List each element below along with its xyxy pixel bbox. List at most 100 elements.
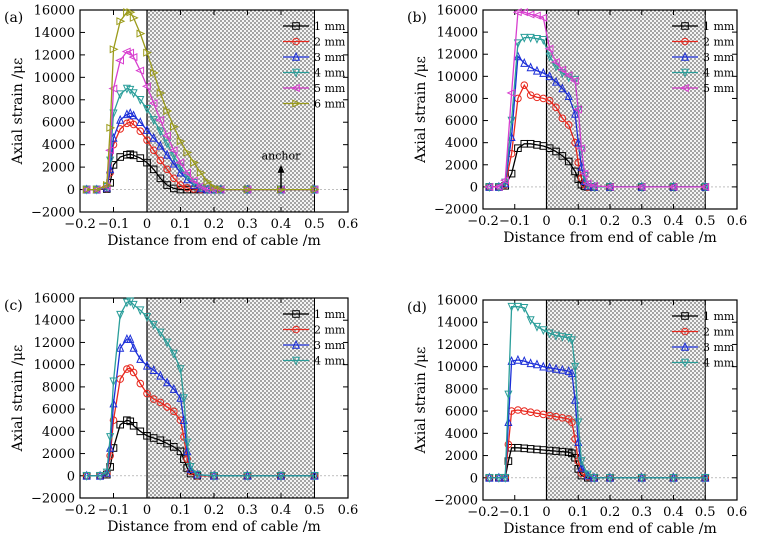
data-point (163, 377, 172, 387)
shaded-region (546, 10, 706, 209)
data-point (493, 182, 503, 191)
data-point (514, 144, 522, 152)
data-point (143, 389, 151, 398)
y-tick-label: 8000 (42, 93, 75, 108)
data-point (526, 62, 535, 72)
data-point (156, 140, 165, 150)
data-point (539, 67, 548, 77)
data-point (545, 52, 554, 62)
x-tick-label: 0 (143, 217, 151, 232)
series-line (86, 300, 315, 477)
data-point (149, 165, 158, 174)
data-point (570, 108, 580, 118)
x-tick-label: 0 (542, 214, 550, 229)
y-tick-label: 16000 (34, 4, 75, 19)
x-axis-label: Distance from end of cable /m (503, 521, 717, 537)
chart-panel-3: −0.2 −0.1 0 0.1 0.2 0.3 0.4 0.5 0.6 −2000 0 2000 400… (4, 292, 358, 536)
y-tick-label: 14000 (437, 316, 478, 331)
x-tick-label: 0.3 (631, 214, 652, 229)
data-point (126, 334, 135, 343)
data-point (504, 457, 513, 465)
data-point (501, 473, 510, 483)
data-point (179, 394, 188, 404)
data-point (129, 300, 138, 310)
data-point (564, 91, 573, 101)
y-tick-label: −2000 (31, 206, 75, 221)
data-point (136, 29, 146, 38)
x-tick-label: 0.5 (304, 503, 325, 518)
data-point (701, 473, 710, 483)
x-tick-label: 0.4 (663, 505, 684, 520)
data-point (538, 13, 548, 22)
x-tick-label: 0.6 (727, 505, 748, 520)
data-point (129, 120, 138, 129)
data-point (142, 313, 152, 322)
legend-marker (292, 310, 300, 318)
data-point (552, 103, 560, 112)
data-point (109, 416, 118, 425)
data-point (136, 117, 145, 127)
data-point (209, 471, 219, 481)
data-point (577, 462, 586, 472)
data-point (525, 10, 535, 19)
data-point (183, 148, 193, 157)
data-point (125, 48, 135, 57)
data-point (574, 418, 583, 428)
data-point (550, 57, 560, 67)
y-tick-label: 0 (470, 471, 478, 486)
data-point (193, 470, 202, 480)
data-point (103, 180, 112, 190)
data-point (136, 306, 145, 316)
data-point (126, 8, 136, 17)
legend-marker (290, 83, 300, 93)
data-point (176, 365, 185, 375)
data-point (507, 169, 516, 178)
data-point (577, 457, 586, 467)
x-tick-label: 0.1 (170, 217, 191, 232)
data-point (582, 179, 592, 188)
data-point (115, 56, 124, 65)
data-point (531, 11, 541, 20)
x-tick-label: −0.1 (499, 505, 531, 520)
data-point (507, 302, 516, 312)
y-tick-label: 2000 (42, 161, 75, 176)
data-point (116, 342, 125, 352)
data-point (170, 407, 178, 416)
data-point (589, 181, 598, 190)
data-point (500, 176, 510, 185)
annotation-arrow-head (277, 164, 285, 173)
series-line (489, 11, 706, 188)
data-point (569, 76, 579, 85)
legend-marker (680, 358, 690, 368)
data-point (96, 471, 105, 481)
data-point (573, 105, 583, 114)
legend-marker (680, 341, 690, 351)
data-point (520, 356, 529, 365)
series-line (86, 11, 315, 191)
data-point (156, 127, 165, 137)
data-point (106, 442, 115, 452)
y-tick-label: 8000 (42, 380, 75, 395)
y-tick-label: 6000 (445, 405, 478, 420)
data-point (129, 13, 139, 22)
shaded-region (147, 10, 315, 212)
data-point (532, 34, 542, 44)
data-point (142, 360, 152, 370)
data-point (520, 57, 529, 67)
data-point (563, 71, 573, 80)
y-tick-label: 6000 (445, 114, 478, 129)
data-point (567, 368, 576, 378)
data-point (669, 473, 678, 483)
data-point (637, 473, 646, 483)
x-axis-label: Distance from end of cable /m (107, 519, 321, 535)
panel-label: (c) (4, 298, 23, 314)
y-tick-label: 4000 (445, 427, 478, 442)
x-axis-label: Distance from end of cable /m (503, 230, 717, 246)
data-point (170, 122, 179, 131)
panel-label: (d) (407, 300, 427, 316)
legend-marker (681, 327, 689, 336)
data-point (155, 115, 165, 125)
data-point (504, 440, 513, 449)
y-tick-label: 4000 (445, 136, 478, 151)
data-point (485, 473, 494, 483)
